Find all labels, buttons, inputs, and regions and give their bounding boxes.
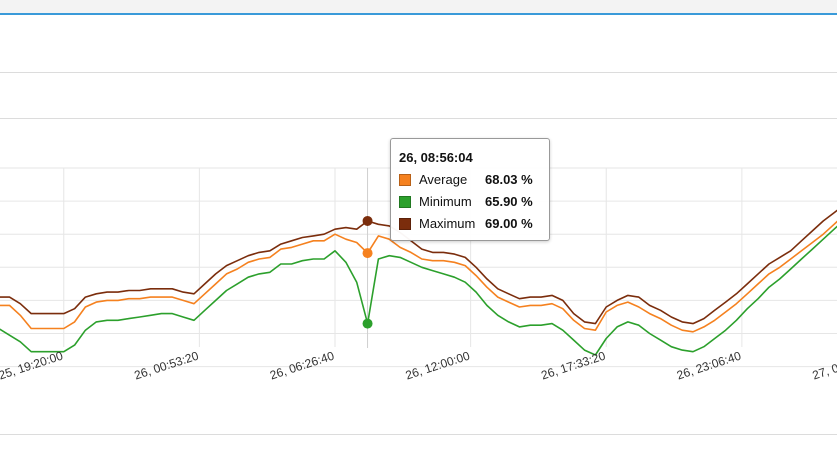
x-tick-label: 27, 04:40:00 — [811, 348, 837, 382]
minimum-swatch — [399, 196, 411, 208]
x-tick-label: 25, 19:20:00 — [0, 348, 65, 382]
x-tick-label: 26, 00:53:20 — [133, 348, 201, 382]
panel-separator — [0, 434, 837, 435]
maximum-swatch — [399, 218, 411, 230]
series-line-maximum — [0, 209, 837, 325]
tooltip-value: 69.00 % — [485, 216, 533, 231]
x-tick-labels: 25, 19:20:00 26, 00:53:20 26, 06:26:40 26, … — [0, 348, 837, 382]
panel-separator — [0, 118, 837, 119]
series-lines — [0, 209, 837, 356]
hover-markers — [362, 215, 373, 329]
tooltip-row-average: Average 68.03 % — [399, 172, 544, 188]
average-swatch — [399, 174, 411, 186]
tooltip-row-minimum: Minimum 65.90 % — [399, 194, 544, 210]
x-tick-label: 26, 23:06:40 — [675, 348, 743, 382]
panel-separator — [0, 72, 837, 73]
tooltip-series-name: Maximum — [419, 216, 476, 231]
x-tick-label: 26, 06:26:40 — [268, 348, 336, 382]
x-tick-label: 26, 12:00:00 — [404, 348, 472, 382]
tooltip-title: 26, 08:56:04 — [399, 150, 473, 165]
hover-point-maximum — [362, 215, 373, 226]
tooltip-series-name: Average — [419, 172, 468, 187]
tooltip-row-maximum: Maximum 69.00 % — [399, 216, 544, 232]
hover-point-minimum — [362, 318, 373, 329]
tooltip-series-name: Minimum — [419, 194, 472, 209]
chart-tooltip: 26, 08:56:04 Average 68.03 % Minimum 65.… — [390, 138, 550, 241]
hover-point-average — [362, 248, 373, 259]
top-toolbar — [0, 0, 837, 15]
tooltip-value: 65.90 % — [485, 194, 533, 209]
series-line-average — [0, 220, 837, 333]
series-line-minimum — [0, 225, 837, 356]
x-tick-label: 26, 17:33:20 — [539, 348, 607, 382]
tooltip-value: 68.03 % — [485, 172, 533, 187]
